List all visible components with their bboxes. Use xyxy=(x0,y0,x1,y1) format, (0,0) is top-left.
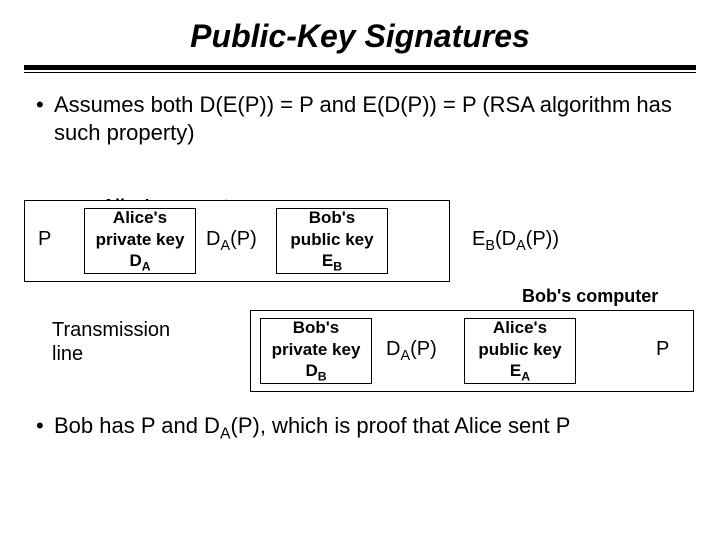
bob-priv-l3: DB xyxy=(305,360,326,385)
value-DAP: DA(P) xyxy=(206,228,257,254)
bullet-1: • Assumes both D(E(P)) = P and E(D(P)) =… xyxy=(0,85,720,150)
value-P-2: P xyxy=(656,338,669,361)
alice-pub-l3: EA xyxy=(510,360,530,385)
value-EBDAP: EB(DA(P)) xyxy=(472,228,559,254)
bob-pub-l1: Bob's xyxy=(309,207,356,228)
bob-computer-label: Bob's computer xyxy=(522,286,658,307)
bob-public-key-box: Bob's public key EB xyxy=(276,208,388,274)
alice-private-key-box: Alice's private key DA xyxy=(84,208,196,274)
alice-priv-l2: private key xyxy=(96,229,185,250)
alice-priv-l1: Alice's xyxy=(113,207,167,228)
bullet-1-text: Assumes both D(E(P)) = P and E(D(P)) = P… xyxy=(54,91,684,146)
alice-public-key-box: Alice's public key EA xyxy=(464,318,576,384)
signature-diagram: P Alice's private key DA DA(P) Bob's pub… xyxy=(24,174,696,414)
bob-pub-l2: public key xyxy=(290,229,373,250)
bob-pub-l3: EB xyxy=(322,250,342,275)
rule-thin xyxy=(24,72,696,73)
rule-thick xyxy=(24,65,696,70)
page-title: Public-Key Signatures xyxy=(0,0,720,65)
alice-pub-l1: Alice's xyxy=(493,317,547,338)
bob-private-key-box: Bob's private key DB xyxy=(260,318,372,384)
bullet-2-text: Bob has P and DA(P), which is proof that… xyxy=(54,412,684,444)
alice-priv-l3: DA xyxy=(129,250,150,275)
value-P: P xyxy=(38,228,51,251)
bullet-dot-icon: • xyxy=(36,412,54,440)
bob-priv-l2: private key xyxy=(272,339,361,360)
value-DAP-2: DA(P) xyxy=(386,338,437,364)
transmission-line-label: Transmission line xyxy=(52,318,192,366)
alice-pub-l2: public key xyxy=(478,339,561,360)
bullet-dot-icon: • xyxy=(36,91,54,119)
bob-priv-l1: Bob's xyxy=(293,317,340,338)
